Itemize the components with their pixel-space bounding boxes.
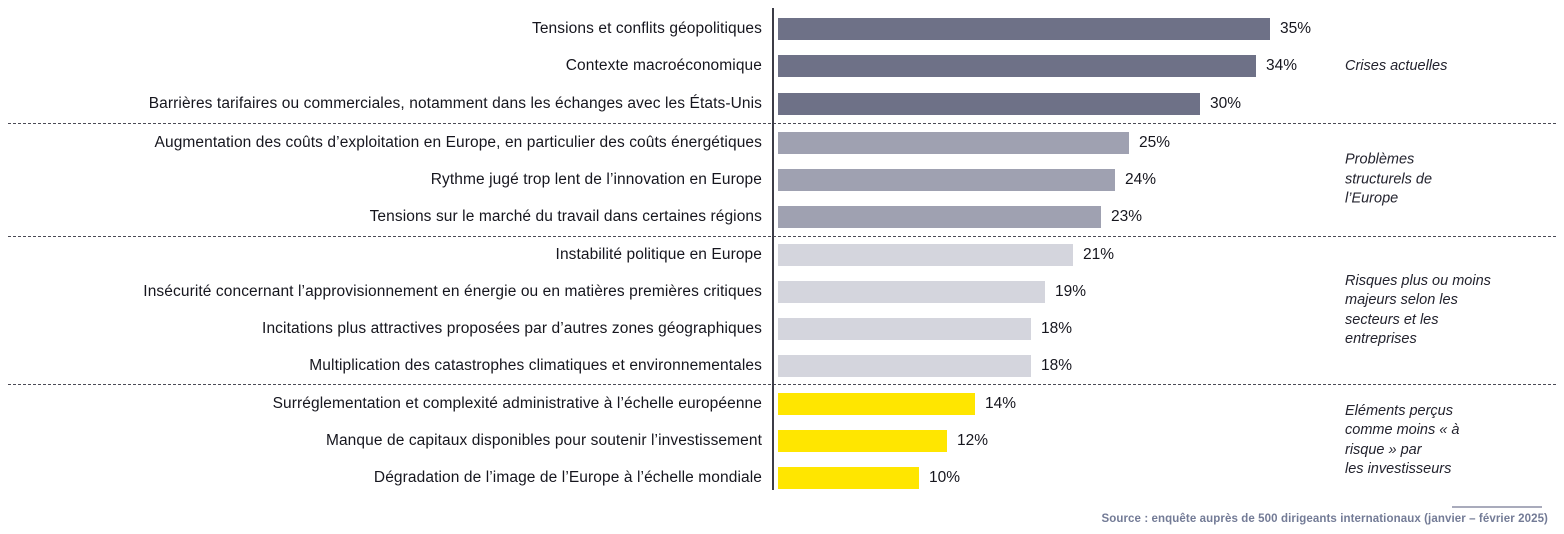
bar-label: Instabilité politique en Europe bbox=[555, 246, 762, 264]
chart-group: Surréglementation et complexité administ… bbox=[8, 384, 1556, 496]
bar-row: Manque de capitaux disponibles pour sout… bbox=[8, 423, 1556, 459]
chart-group: Augmentation des coûts d’exploitation en… bbox=[8, 123, 1556, 236]
bar-label: Surréglementation et complexité administ… bbox=[272, 394, 762, 412]
bar-row: Insécurité concernant l’approvisionnemen… bbox=[8, 274, 1556, 310]
bar-label: Incitations plus attractives proposées p… bbox=[262, 319, 762, 337]
bar bbox=[778, 281, 1045, 304]
bar bbox=[778, 392, 975, 415]
bar-row: Contexte macroéconomique 34% bbox=[8, 48, 1556, 84]
bar bbox=[778, 168, 1115, 191]
bar-label: Manque de capitaux disponibles pour sout… bbox=[325, 431, 762, 449]
bar-row: Tensions sur le marché du travail dans c… bbox=[8, 199, 1556, 235]
bar-label: Rythme jugé trop lent de l’innovation en… bbox=[430, 170, 762, 188]
bar-label: Contexte macroéconomique bbox=[565, 57, 762, 75]
bar-label: Tensions sur le marché du travail dans c… bbox=[369, 208, 762, 226]
bar-value: 18% bbox=[1041, 319, 1073, 337]
bar-track: 21% bbox=[768, 244, 1115, 267]
bar-track: 19% bbox=[768, 281, 1087, 304]
source-rule bbox=[1452, 506, 1542, 508]
bar bbox=[778, 317, 1031, 340]
bar-label: Augmentation des coûts d’exploitation en… bbox=[154, 133, 762, 151]
bar-row: Augmentation des coûts d’exploitation en… bbox=[8, 125, 1556, 161]
bar-label: Barrières tarifaires ou commerciales, no… bbox=[148, 95, 762, 113]
bar-row: Multiplication des catastrophes climatiq… bbox=[8, 348, 1556, 384]
bar-value: 23% bbox=[1111, 208, 1143, 226]
bar-track: 34% bbox=[768, 55, 1298, 78]
bar-value: 12% bbox=[957, 431, 989, 449]
bar-row: Rythme jugé trop lent de l’innovation en… bbox=[8, 162, 1556, 198]
bar-value: 18% bbox=[1041, 356, 1073, 374]
group-annotation: Problèmes structurels de l’Europe bbox=[1345, 151, 1433, 207]
group-annotation: Crises actuelles bbox=[1345, 57, 1448, 74]
source-text: Source : enquête auprès de 500 dirigeant… bbox=[1101, 513, 1548, 525]
bar-row: Tensions et conflits géopolitiques 35% bbox=[8, 11, 1556, 47]
bar-track: 12% bbox=[768, 429, 989, 452]
bar-value: 35% bbox=[1280, 19, 1312, 37]
bar bbox=[778, 55, 1256, 78]
bar-row: Incitations plus attractives proposées p… bbox=[8, 311, 1556, 347]
bar-track: 24% bbox=[768, 168, 1157, 191]
bar-row: Dégradation de l’image de l’Europe à l’é… bbox=[8, 460, 1556, 496]
chart-group: Instabilité politique en Europe 21% Insécu… bbox=[8, 236, 1556, 384]
bar-track: 14% bbox=[768, 392, 1017, 415]
group-annotation: Risques plus ou moins majeurs selon les … bbox=[1345, 272, 1491, 348]
bar-track: 35% bbox=[768, 17, 1312, 40]
bar-value: 21% bbox=[1083, 246, 1115, 264]
bar-track: 18% bbox=[768, 354, 1073, 377]
bar bbox=[778, 354, 1031, 377]
bar-track: 18% bbox=[768, 317, 1073, 340]
bar-label: Multiplication des catastrophes climatiq… bbox=[309, 356, 762, 374]
bar-value: 10% bbox=[929, 468, 961, 486]
bar-row: Barrières tarifaires ou commerciales, no… bbox=[8, 86, 1556, 122]
bar-value: 34% bbox=[1266, 57, 1298, 75]
bar bbox=[778, 131, 1129, 154]
bar bbox=[778, 93, 1200, 116]
bar-track: 25% bbox=[768, 131, 1171, 154]
bar bbox=[778, 466, 919, 489]
bar-row: Surréglementation et complexité administ… bbox=[8, 386, 1556, 422]
bar-label: Tensions et conflits géopolitiques bbox=[531, 19, 762, 37]
bar-label: Dégradation de l’image de l’Europe à l’é… bbox=[373, 468, 762, 486]
bar-track: 10% bbox=[768, 466, 961, 489]
bar bbox=[778, 206, 1101, 229]
bar-value: 14% bbox=[985, 394, 1017, 412]
axis-line bbox=[772, 8, 774, 490]
group-annotation: Eléments perçus comme moins « à risque »… bbox=[1345, 402, 1460, 478]
bar-value: 19% bbox=[1055, 283, 1087, 301]
bar-row: Instabilité politique en Europe 21% bbox=[8, 237, 1556, 273]
bar bbox=[778, 17, 1270, 40]
bar-value: 25% bbox=[1139, 133, 1171, 151]
bar-track: 23% bbox=[768, 206, 1143, 229]
chart-group: Tensions et conflits géopolitiques 35% Con… bbox=[8, 10, 1556, 123]
bar bbox=[778, 429, 947, 452]
bar-value: 30% bbox=[1210, 95, 1242, 113]
bar-label: Insécurité concernant l’approvisionnemen… bbox=[143, 283, 762, 301]
bar bbox=[778, 244, 1073, 267]
bar-value: 24% bbox=[1125, 170, 1157, 188]
bar-track: 30% bbox=[768, 93, 1242, 116]
